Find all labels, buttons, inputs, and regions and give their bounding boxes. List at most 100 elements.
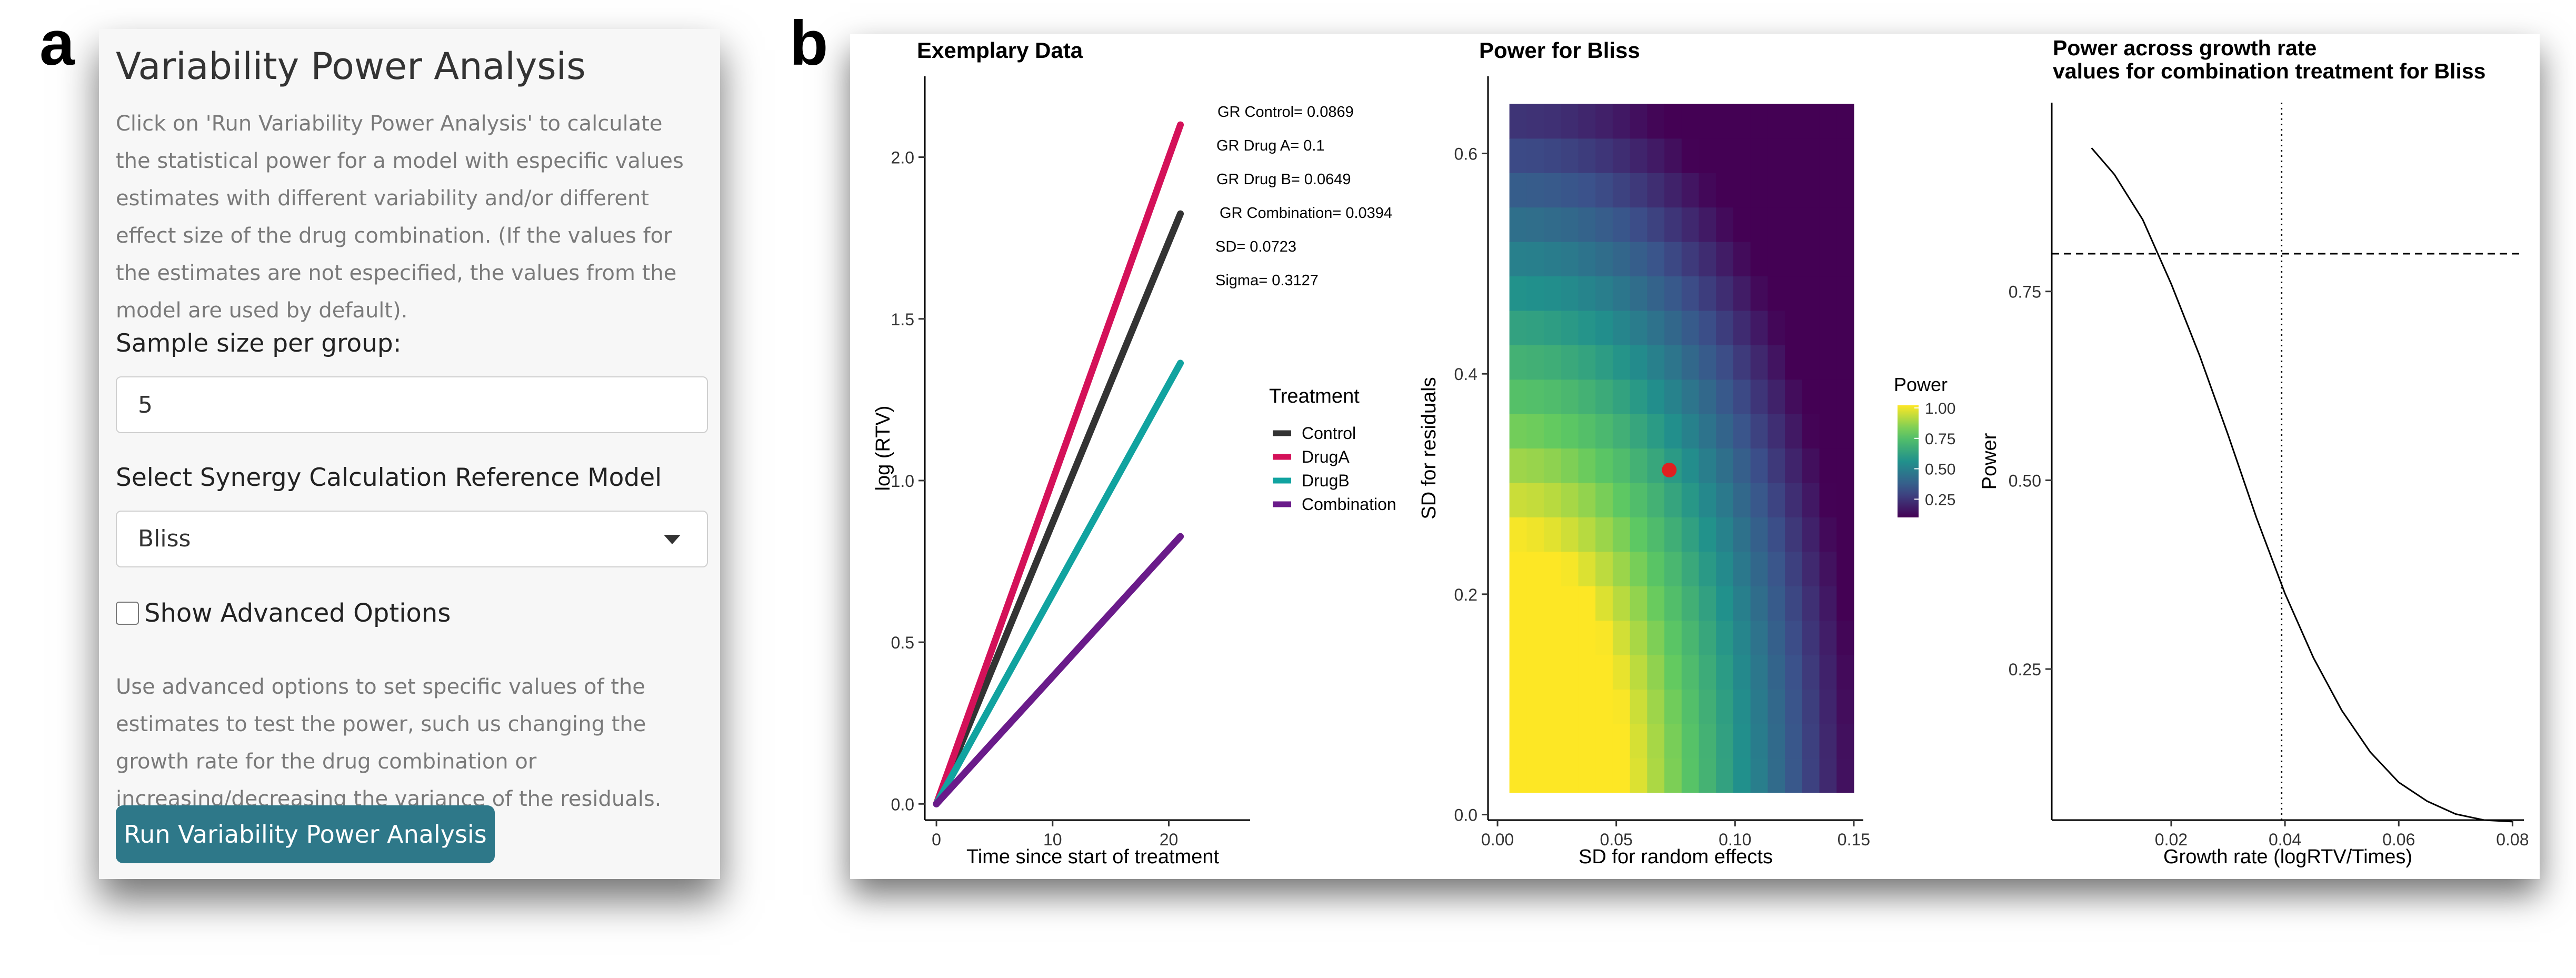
chart2-heatmap-cell <box>1836 242 1854 277</box>
chart2-heatmap-cell <box>1681 414 1700 449</box>
chart2-heatmap-cell <box>1612 138 1631 173</box>
chart2-heatmap-cell <box>1509 310 1527 345</box>
chart2-heatmap-cell <box>1750 758 1768 793</box>
chart2-heatmap-cell <box>1750 586 1768 621</box>
chart2-heatmap-cell <box>1750 138 1768 173</box>
chart2-heatmap-cell <box>1819 551 1837 586</box>
chart2-heatmap-cell <box>1664 345 1682 380</box>
chart2-heatmap-cell <box>1681 620 1700 655</box>
sample-size-input[interactable] <box>116 376 708 433</box>
chart2-heatmap-cell <box>1819 723 1837 759</box>
chart2-heatmap-cell <box>1836 414 1854 449</box>
chart2-heatmap-cell <box>1509 104 1527 139</box>
chart2-heatmap-cell <box>1802 689 1820 724</box>
chart2-heatmap-cell <box>1836 345 1854 380</box>
chart2-heatmap-cell <box>1509 345 1527 380</box>
chart2-heatmap-cell <box>1647 517 1665 552</box>
chart2-heatmap-cell <box>1733 655 1751 690</box>
chart2-heatmap-cell <box>1630 551 1648 586</box>
chart2-heatmap-cell <box>1802 345 1820 380</box>
chart2-heatmap-cell <box>1819 276 1837 311</box>
model-select[interactable]: Bliss <box>116 511 708 567</box>
chart2-heatmap-cell <box>1768 586 1785 621</box>
chart2-heatmap-cell <box>1595 723 1613 759</box>
chart2-heatmap-cell <box>1647 207 1665 242</box>
chart2-heatmap-cell <box>1509 758 1527 793</box>
chart2-heatmap-cell <box>1699 138 1716 173</box>
chart2-heatmap-cell <box>1612 414 1631 449</box>
chart2-heatmap-cell <box>1612 655 1631 690</box>
chart2-heatmap-cell <box>1544 414 1562 449</box>
chart2-heatmap-cell <box>1544 620 1562 655</box>
chart2-heatmap-cell <box>1750 310 1768 345</box>
chart2-heatmap-cell <box>1733 173 1751 208</box>
chart2-heatmap-cell <box>1612 207 1631 242</box>
chart2-heatmap-cell <box>1802 242 1820 277</box>
chart2-heatmap-cell <box>1612 104 1631 139</box>
chart2-heatmap-cell <box>1526 448 1544 483</box>
chart2-heatmap-cell <box>1612 242 1631 277</box>
chart2-heatmap-cell <box>1544 448 1562 483</box>
chart2-heatmap-cell <box>1733 689 1751 724</box>
chart2-heatmap-cell <box>1561 207 1579 242</box>
chart2-heatmap-cell <box>1578 586 1596 621</box>
chart2-heatmap-cell <box>1544 551 1562 586</box>
chart2-heatmap-cell <box>1578 414 1596 449</box>
chart2-heatmap-cell <box>1750 655 1768 690</box>
chart2-y-tick-label: 0.4 <box>1454 365 1477 384</box>
chart2-heatmap-cell <box>1647 448 1665 483</box>
chart2-heatmap-cell <box>1836 138 1854 173</box>
chart2-heatmap-cell <box>1768 758 1785 793</box>
sample-size-label: Sample size per group: <box>116 329 402 358</box>
chart2-heatmap-cell <box>1802 723 1820 759</box>
chart2-heatmap-cell <box>1526 655 1544 690</box>
chart2-heatmap-cell <box>1768 242 1785 277</box>
chart2-heatmap-cell <box>1785 586 1803 621</box>
chart2-heatmap-cell <box>1561 173 1579 208</box>
chart2-heatmap-cell <box>1716 620 1734 655</box>
chart2-heatmap-cell <box>1647 723 1665 759</box>
chart2-heatmap-cell <box>1836 276 1854 311</box>
chart2-heatmap-cell <box>1630 242 1648 277</box>
chart2-heatmap-cell <box>1785 723 1803 759</box>
chart2-heatmap-cell <box>1819 104 1837 139</box>
chart2-heatmap-cell <box>1836 620 1854 655</box>
chevron-down-icon <box>664 535 681 544</box>
chart2-colorbar-label: 0.75 <box>1925 431 1955 448</box>
chart2-heatmap-cell <box>1664 207 1682 242</box>
chart2-heatmap-cell <box>1595 104 1613 139</box>
chart2-heatmap-cell <box>1836 310 1854 345</box>
chart2-heatmap-cell <box>1595 138 1613 173</box>
chart2-heatmap-cell <box>1544 586 1562 621</box>
chart2-heatmap-cell <box>1544 138 1562 173</box>
chart2-y-tick-label: 0.6 <box>1454 145 1477 164</box>
chart2-heatmap-cell <box>1733 310 1751 345</box>
chart2-heatmap-cell <box>1802 310 1820 345</box>
chart2-heatmap-cell <box>1733 448 1751 483</box>
chart2-heatmap-cell <box>1785 207 1803 242</box>
run-analysis-button[interactable]: Run Variability Power Analysis <box>116 805 495 863</box>
chart2-heatmap-cell <box>1561 138 1579 173</box>
chart2-heatmap-cell <box>1509 276 1527 311</box>
chart2-heatmap-cell <box>1750 414 1768 449</box>
chart2-heatmap-cell <box>1544 758 1562 793</box>
advanced-options-checkbox[interactable] <box>116 602 139 625</box>
chart2-heatmap-cell <box>1699 551 1716 586</box>
chart2-heatmap-cell <box>1836 758 1854 793</box>
chart2-heatmap-cell <box>1819 173 1837 208</box>
chart2-heatmap-cell <box>1509 138 1527 173</box>
chart2-heatmap-cell <box>1664 104 1682 139</box>
advanced-options-toggle[interactable]: Show Advanced Options <box>116 597 451 629</box>
chart2-heatmap-cell <box>1699 448 1716 483</box>
chart2-heatmap-cell <box>1561 482 1579 517</box>
chart3-x-tick-label: 0.08 <box>2496 830 2529 849</box>
chart2-heatmap-cell <box>1785 689 1803 724</box>
chart2-heatmap-cell <box>1664 551 1682 586</box>
chart2-heatmap-cell <box>1733 482 1751 517</box>
chart2-heatmap-cell <box>1716 586 1734 621</box>
chart2-heatmap-cell <box>1526 723 1544 759</box>
chart2-heatmap-cell <box>1647 173 1665 208</box>
chart2-heatmap-cell <box>1561 723 1579 759</box>
chart1-annotation: GR Combination= 0.0394 <box>1220 205 1392 222</box>
chart2-heatmap-cell <box>1595 586 1613 621</box>
